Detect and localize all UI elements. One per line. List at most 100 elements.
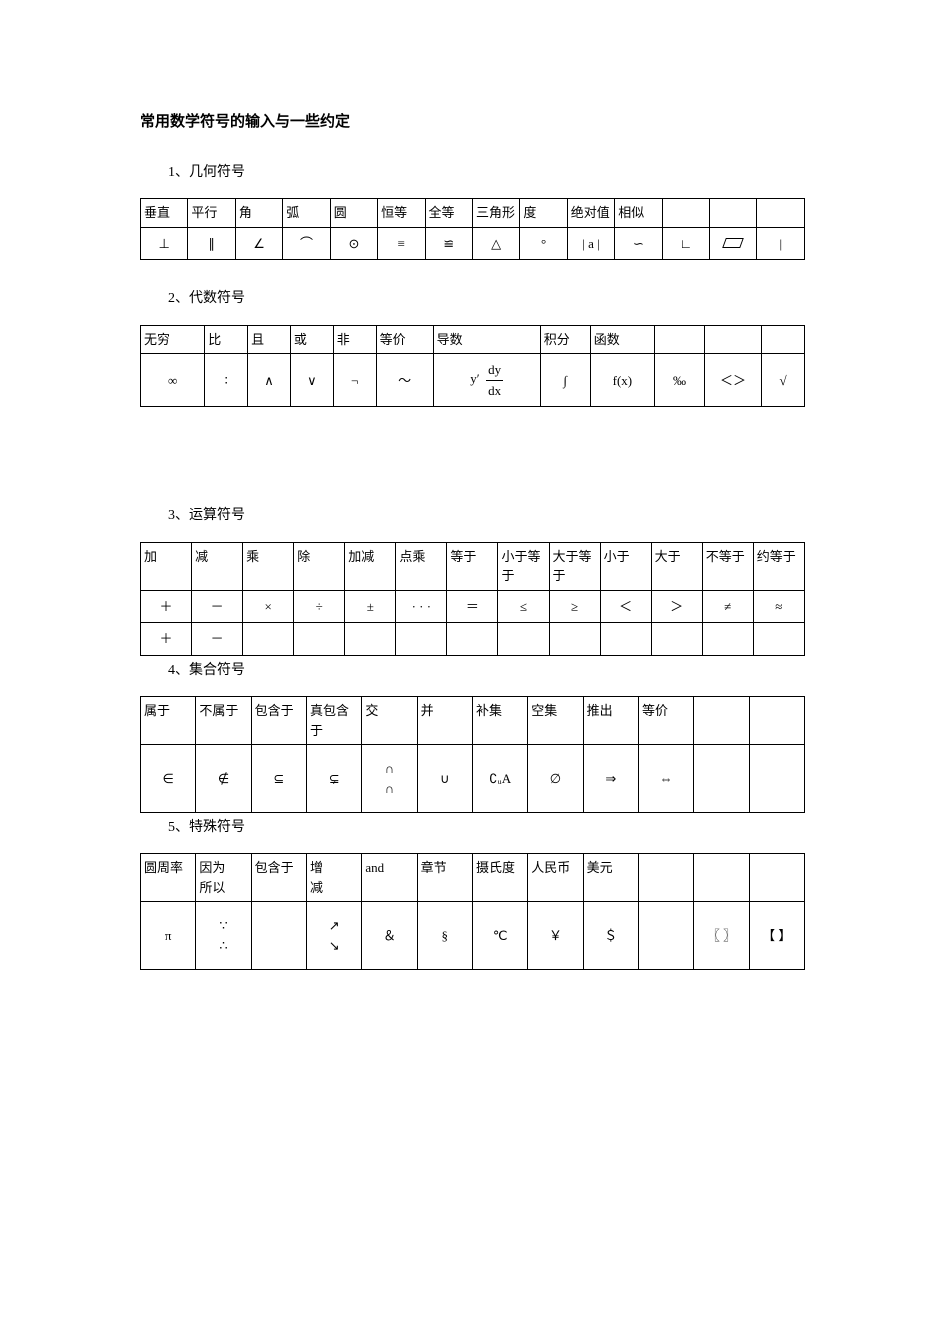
table-row-extra: ＋ － [141,623,805,656]
symbol-cell: ＆ [362,902,417,970]
header-cell: 角 [235,199,282,228]
symbol-cell: ＜＞ [704,354,761,407]
table-row-header: 垂直 平行 角 弧 圆 恒等 全等 三角形 度 绝对值 相似 [141,199,805,228]
parallelogram-icon [722,238,744,248]
table-row-symbols: ＋ － × ÷ ± · · · ＝ ≤ ≥ ＜ ＞ ≠ ≈ [141,590,805,623]
section-4-label: 4、集合符号 [168,660,805,682]
header-cell: 空集 [528,697,583,745]
section-3-label: 3、运算符号 [168,505,805,527]
header-cell [710,199,757,228]
header-cell: 点乘 [396,542,447,590]
symbol-cell [694,745,749,813]
header-cell: 约等于 [753,542,804,590]
symbol-cell: ⌒ [283,227,330,260]
symbol-cell: ∈ [141,745,196,813]
symbol-cell: ∽ [615,227,662,260]
symbol-cell: ∧ [248,354,291,407]
symbol-cell: ⊆ [251,745,306,813]
header-cell [638,854,693,902]
symbol-cell: § [417,902,472,970]
page-title: 常用数学符号的输入与一些约定 [140,110,805,134]
header-cell [762,325,805,354]
header-cell: 大于等于 [549,542,600,590]
symbol-cell: · · · [396,590,447,623]
symbol-cell: ° [520,227,567,260]
symbol-cell: ⇔ [638,745,693,813]
table-operation: 加 减 乘 除 加减 点乘 等于 小于等于 大于等于 小于 大于 不等于 约等于… [140,542,805,656]
table-row-symbols: ∈ ∉ ⊆ ⊊ ∩∩ ∪ ∁ᵤA ∅ ⇒ ⇔ [141,745,805,813]
header-cell [749,854,804,902]
symbol-cell: ≠ [702,590,753,623]
header-cell: 无穷 [141,325,205,354]
header-cell: 小于 [600,542,651,590]
symbol-cell: ⊥ [141,227,188,260]
header-cell: 弧 [283,199,330,228]
header-cell: 积分 [540,325,590,354]
table-row-symbols: ⊥ ∥ ∠ ⌒ ⊙ ≡ ≌ △ ° | a | ∽ ∟ | [141,227,805,260]
header-cell: 绝对值 [567,199,614,228]
header-cell: 推出 [583,697,638,745]
header-cell: 包含于 [251,697,306,745]
symbol-cell: － [192,590,243,623]
spacer [140,407,805,477]
table-algebra: 无穷 比 且 或 非 等价 导数 积分 函数 ∞ ∶ ∧ ∨ ¬ ～ y′ dy… [140,325,805,408]
header-cell [749,697,804,745]
symbol-cell-derivative: y′ dydx [433,354,540,407]
symbol-cell: ⊊ [306,745,361,813]
symbol-cell: ∥ [188,227,235,260]
table-row-symbols: ∞ ∶ ∧ ∨ ¬ ～ y′ dydx ∫ f(x) ‰ ＜＞ √ [141,354,805,407]
table-row-header: 加 减 乘 除 加减 点乘 等于 小于等于 大于等于 小于 大于 不等于 约等于 [141,542,805,590]
section-2-label: 2、代数符号 [168,288,805,310]
header-cell: 属于 [141,697,196,745]
symbol-cell: ⊙ [330,227,377,260]
symbol-cell: 〖 〗 [694,902,749,970]
header-cell: 章节 [417,854,472,902]
header-cell: 交 [362,697,417,745]
symbol-cell: ∨ [290,354,333,407]
symbol-cell: ∶ [205,354,248,407]
symbol-cell: π [141,902,196,970]
table-special: 圆周率 因为所以 包含于 增减 and 章节 摄氏度 人民币 美元 π ∵∴ ↗… [140,853,805,970]
header-cell: 函数 [590,325,654,354]
symbol-cell: ＜ [600,590,651,623]
symbol-cell [651,623,702,656]
header-cell: 等于 [447,542,498,590]
symbol-cell [251,902,306,970]
symbol-cell [549,623,600,656]
header-cell [757,199,805,228]
symbol-cell-parallelogram [710,227,757,260]
symbol-cell-arrows: ↗↘ [306,902,361,970]
table-row-header: 圆周率 因为所以 包含于 增减 and 章节 摄氏度 人民币 美元 [141,854,805,902]
symbol-cell: ＄ [583,902,638,970]
symbol-cell: √ [762,354,805,407]
header-cell: 小于等于 [498,542,549,590]
header-cell: 导数 [433,325,540,354]
symbol-cell [345,623,396,656]
header-cell: 三角形 [472,199,519,228]
symbol-cell: ∅ [528,745,583,813]
section-5-label: 5、特殊符号 [168,817,805,839]
header-cell: 包含于 [251,854,306,902]
symbol-cell-intersect: ∩∩ [362,745,417,813]
symbol-cell: ≥ [549,590,600,623]
symbol-cell [498,623,549,656]
symbol-cell: ∁ᵤA [472,745,527,813]
symbol-cell: ± [345,590,396,623]
table-row-symbols: π ∵∴ ↗↘ ＆ § ℃ ￥ ＄ 〖 〗 【 】 [141,902,805,970]
header-cell: 等价 [638,697,693,745]
symbol-cell: ¬ [333,354,376,407]
symbol-cell: ≈ [753,590,804,623]
symbol-cell [396,623,447,656]
symbol-cell: ∟ [662,227,709,260]
header-cell: 比 [205,325,248,354]
symbol-cell [243,623,294,656]
symbol-cell: ∫ [540,354,590,407]
header-cell-inc-dec: 增减 [306,854,361,902]
table-row-header: 属于 不属于 包含于 真包含于 交 并 补集 空集 推出 等价 [141,697,805,745]
symbol-cell: ≡ [378,227,425,260]
symbol-cell: ～ [376,354,433,407]
symbol-cell: ≤ [498,590,549,623]
header-cell: 美元 [583,854,638,902]
header-cell: 平行 [188,199,235,228]
header-cell: 垂直 [141,199,188,228]
